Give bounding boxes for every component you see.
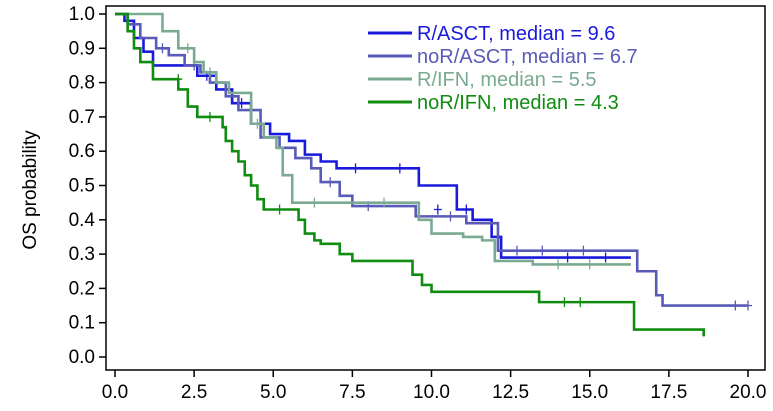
x-tick-label: 20.0 bbox=[730, 382, 767, 403]
x-tick-label: 17.5 bbox=[650, 382, 687, 403]
censor-mark bbox=[326, 177, 335, 188]
censor-mark bbox=[731, 300, 740, 311]
censor-mark bbox=[563, 252, 572, 263]
censor-mark bbox=[158, 43, 167, 54]
y-tick-label: 0.4 bbox=[69, 210, 96, 231]
y-tick-label: 0.8 bbox=[69, 73, 95, 94]
censor-mark bbox=[253, 118, 262, 129]
x-tick-label: 15.0 bbox=[571, 382, 608, 403]
censor-mark bbox=[205, 67, 214, 78]
legend-label: noR/IFN, median = 4.3 bbox=[417, 92, 619, 114]
censor-mark bbox=[395, 163, 404, 174]
censor-mark bbox=[310, 197, 319, 208]
legend-label: R/ASCT, median = 9.6 bbox=[417, 23, 615, 45]
censor-mark bbox=[433, 204, 442, 215]
censor-mark bbox=[560, 297, 569, 308]
series-line-2 bbox=[115, 12, 748, 307]
y-tick-label: 0.0 bbox=[69, 347, 95, 368]
x-tick-label: 2.5 bbox=[181, 382, 207, 403]
y-tick-label: 0.5 bbox=[69, 176, 95, 197]
y-tick-label: 0.7 bbox=[69, 107, 95, 128]
censor-mark bbox=[446, 211, 455, 222]
y-tick-label: 0.1 bbox=[69, 313, 95, 334]
y-tick-label: 0.3 bbox=[69, 244, 95, 265]
censor-mark bbox=[380, 197, 389, 208]
x-tick-label: 7.5 bbox=[339, 382, 365, 403]
censor-mark bbox=[576, 297, 585, 308]
censor-mark bbox=[275, 204, 284, 215]
censor-mark bbox=[183, 43, 192, 54]
censor-mark bbox=[585, 259, 594, 270]
y-tick-label: 0.6 bbox=[69, 141, 95, 162]
x-tick-label: 10.0 bbox=[413, 382, 450, 403]
y-axis-title: OS probability bbox=[20, 130, 41, 250]
x-tick-label: 5.0 bbox=[260, 382, 286, 403]
series-layer bbox=[115, 12, 752, 337]
y-tick-label: 0.2 bbox=[69, 278, 95, 299]
censor-mark bbox=[512, 245, 521, 256]
censor-mark bbox=[554, 259, 563, 270]
y-axis: 0.0 0.1 0.2 0.3 0.4 0.5 0.6 0.7 0.8 0.9 1.0 bbox=[69, 4, 106, 368]
censor-mark bbox=[579, 245, 588, 256]
censor-mark bbox=[174, 74, 183, 85]
x-axis: 0.0 2.5 5.0 7.5 10.0 12.5 15.0 17.5 20.0 bbox=[102, 370, 767, 403]
y-tick-label: 1.0 bbox=[69, 4, 95, 25]
legend-label: noR/ASCT, median = 6.7 bbox=[417, 46, 638, 68]
censor-mark bbox=[601, 252, 610, 263]
y-tick-label: 0.9 bbox=[69, 38, 95, 59]
censor-mark bbox=[462, 204, 471, 215]
censor-mark bbox=[744, 300, 752, 311]
censor-mark bbox=[205, 111, 214, 122]
series-line-3 bbox=[115, 12, 631, 266]
censor-mark bbox=[538, 245, 547, 256]
x-tick-label: 0.0 bbox=[102, 382, 128, 403]
censor-mark bbox=[351, 163, 360, 174]
plot-frame bbox=[105, 5, 766, 371]
x-tick-label: 12.5 bbox=[492, 382, 529, 403]
legend-label: R/IFN, median = 5.5 bbox=[417, 69, 597, 91]
